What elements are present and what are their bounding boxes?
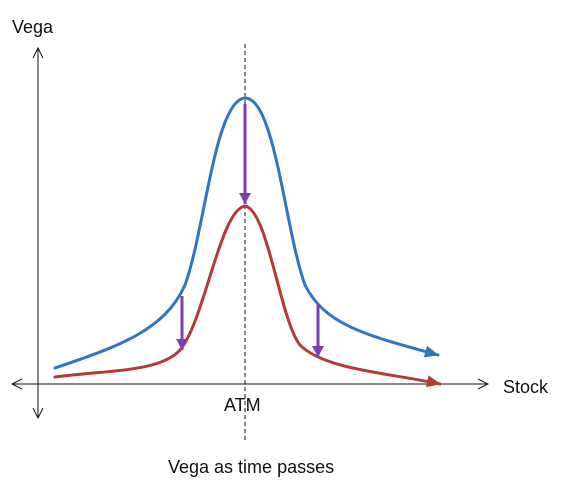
diagram-caption: Vega as time passes <box>168 457 335 477</box>
x-axis-label: Stock <box>503 377 549 397</box>
y-axis-label: Vega <box>12 17 54 37</box>
vega-curve-lower <box>53 204 442 388</box>
atm-label: ATM <box>224 395 261 415</box>
vega-curve-upper <box>53 96 440 370</box>
